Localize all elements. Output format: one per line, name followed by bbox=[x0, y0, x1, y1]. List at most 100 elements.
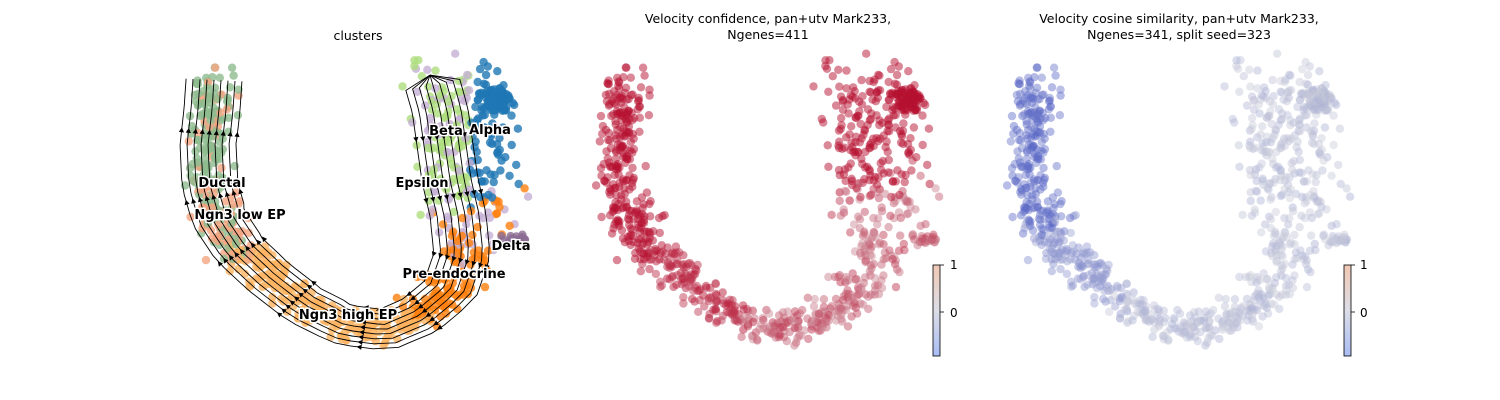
confidence-point bbox=[685, 258, 695, 268]
streamline-arrow bbox=[220, 130, 226, 136]
cosine-point bbox=[1257, 159, 1267, 168]
cosine-point bbox=[1312, 170, 1321, 180]
cosine-point bbox=[1218, 325, 1227, 334]
cosine-point bbox=[1039, 90, 1048, 99]
cosine-point bbox=[1264, 291, 1273, 300]
confidence-point bbox=[633, 105, 642, 114]
cluster-point bbox=[475, 211, 484, 220]
colorbar-confidence: 1 0 bbox=[932, 258, 958, 357]
cosine-point bbox=[1307, 88, 1317, 98]
cosine-point bbox=[1032, 158, 1041, 168]
cosine-point bbox=[1038, 206, 1047, 216]
cosine-point bbox=[1280, 176, 1290, 185]
cosine-point bbox=[1247, 314, 1257, 324]
cosine-point bbox=[1244, 311, 1253, 320]
cluster-point bbox=[507, 111, 516, 120]
cosine-point bbox=[1076, 263, 1085, 272]
confidence-point bbox=[904, 67, 913, 76]
cosine-point bbox=[1122, 279, 1131, 288]
cluster-point bbox=[488, 89, 498, 98]
streamline-arrow bbox=[425, 312, 432, 317]
cluster-point bbox=[446, 154, 455, 164]
confidence-point bbox=[847, 293, 857, 303]
cosine-point bbox=[1032, 131, 1042, 140]
cosine-point bbox=[1079, 248, 1089, 257]
streamline-arrow bbox=[245, 245, 251, 252]
cosine-point bbox=[1225, 326, 1234, 335]
streamline bbox=[193, 74, 476, 340]
cosine-point bbox=[1024, 162, 1033, 172]
confidence-point bbox=[896, 231, 905, 240]
cluster-point bbox=[245, 277, 254, 286]
cosine-point bbox=[1021, 170, 1030, 180]
cosine-point bbox=[1033, 176, 1042, 185]
cosine-point bbox=[1037, 230, 1047, 240]
streamline-arrow bbox=[262, 236, 268, 243]
cluster-point bbox=[487, 139, 497, 149]
cosine-point bbox=[1320, 87, 1329, 96]
cosine-point bbox=[1089, 274, 1099, 284]
cosine-point bbox=[1141, 316, 1150, 325]
confidence-point bbox=[895, 267, 904, 277]
confidence-point bbox=[923, 160, 932, 170]
confidence-point bbox=[636, 267, 645, 276]
cosine-point bbox=[1321, 89, 1330, 98]
panel2-title-line1: Velocity confidence, pan+utv Mark233, bbox=[645, 11, 891, 26]
cosine-point bbox=[1318, 102, 1328, 111]
cosine-point bbox=[1235, 87, 1244, 97]
confidence-point bbox=[603, 78, 612, 88]
confidence-point bbox=[874, 289, 884, 299]
confidence-point bbox=[604, 128, 613, 138]
cosine-point bbox=[1024, 109, 1034, 119]
cosine-point bbox=[1167, 319, 1177, 329]
cluster-point bbox=[240, 269, 250, 279]
cosine-point bbox=[1057, 212, 1066, 221]
cosine-point bbox=[1232, 56, 1241, 65]
cosine-point bbox=[1072, 249, 1081, 258]
cluster-point bbox=[209, 103, 218, 112]
confidence-point bbox=[927, 235, 937, 244]
cosine-point bbox=[1180, 327, 1189, 337]
cosine-point bbox=[1088, 280, 1097, 289]
cosine-point bbox=[1314, 105, 1323, 115]
cosine-point bbox=[1115, 313, 1125, 323]
cosine-point bbox=[1026, 93, 1035, 102]
cosine-point bbox=[1128, 316, 1137, 325]
cosine-point bbox=[1304, 90, 1313, 99]
confidence-point bbox=[635, 127, 644, 136]
cluster-label-beta: Beta bbox=[429, 124, 463, 139]
cosine-point bbox=[1046, 227, 1056, 237]
cluster-point bbox=[211, 63, 220, 72]
cosine-point bbox=[1277, 88, 1287, 97]
cosine-point bbox=[1027, 98, 1037, 108]
cosine-point bbox=[1025, 219, 1034, 228]
confidence-point bbox=[639, 200, 648, 209]
cluster-point bbox=[432, 100, 441, 109]
cosine-point bbox=[1300, 199, 1310, 208]
cosine-point bbox=[1342, 184, 1351, 193]
confidence-point bbox=[774, 311, 784, 320]
cosine-point bbox=[1193, 317, 1203, 326]
confidence-point bbox=[641, 161, 650, 171]
confidence-point bbox=[919, 98, 928, 108]
cosine-point bbox=[1308, 105, 1317, 115]
cosine-point bbox=[1331, 238, 1341, 247]
cluster-point bbox=[512, 160, 521, 170]
cosine-point bbox=[1123, 291, 1132, 300]
streamline-arrow bbox=[443, 194, 449, 200]
cosine-point bbox=[1248, 310, 1257, 319]
confidence-point bbox=[711, 279, 720, 289]
confidence-point bbox=[862, 49, 871, 58]
cosine-point bbox=[1051, 227, 1060, 236]
cosine-point bbox=[1306, 101, 1315, 110]
cosine-point bbox=[1269, 231, 1279, 240]
cosine-point bbox=[1284, 220, 1293, 229]
streamline-arrow bbox=[238, 188, 244, 195]
cosine-point bbox=[1302, 110, 1311, 120]
cosine-point bbox=[1017, 161, 1026, 171]
cosine-point bbox=[1139, 310, 1148, 320]
cosine-point bbox=[1011, 176, 1020, 186]
confidence-point bbox=[865, 191, 874, 201]
cosine-point bbox=[1247, 92, 1257, 101]
cosine-point bbox=[1030, 203, 1039, 212]
